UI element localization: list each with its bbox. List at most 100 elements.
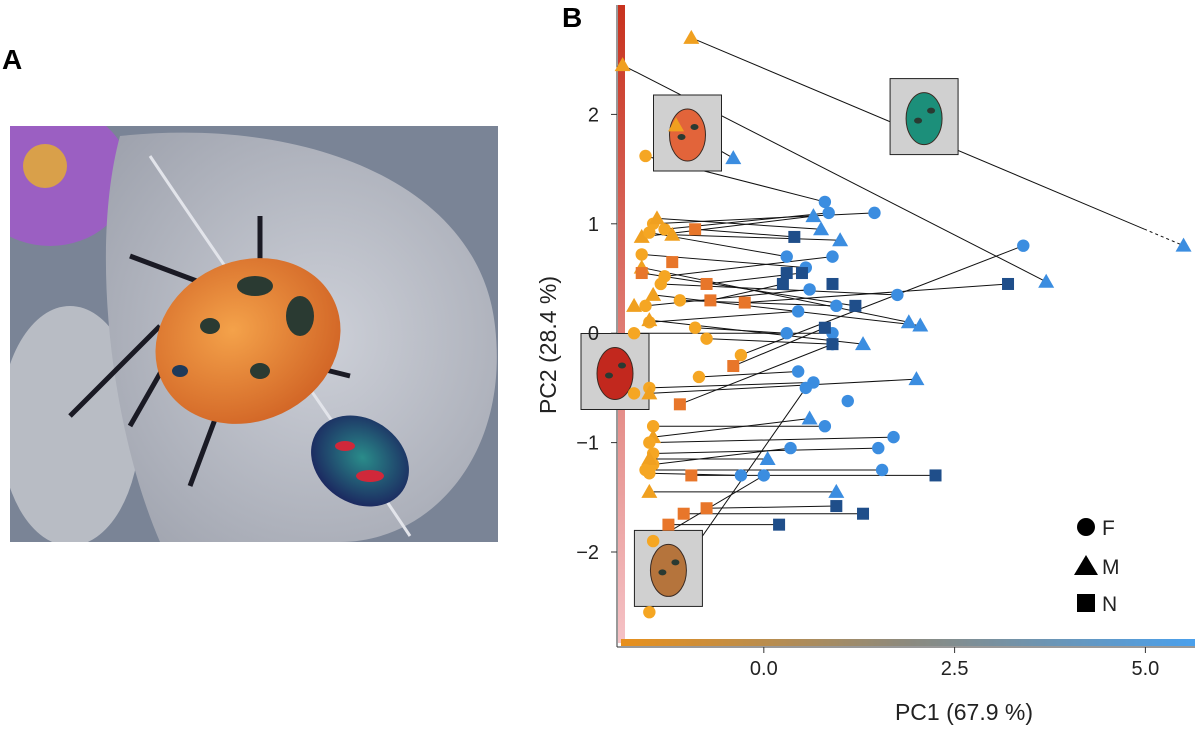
inset-orange-bug-bug-icon [669,108,706,162]
point-blue-square [826,338,839,351]
flower-center [23,144,67,188]
point-blue-circle [868,206,881,220]
point-blue-triangle [912,317,929,332]
point-orange-circle [654,277,667,291]
pair-line [656,217,822,230]
point-blue-circle [784,441,797,455]
point-orange-circle [635,248,648,261]
point-blue-circle [891,288,904,302]
background-leaf [10,306,140,542]
data-points [614,29,1192,619]
point-blue-circle [757,469,771,482]
point-blue-square [826,277,839,290]
plot-axes [616,5,1195,648]
point-blue-circle [887,430,900,444]
point-blue-triangle [813,221,830,236]
point-orange-square [727,360,740,373]
pair-line [653,212,875,225]
point-orange-triangle [641,451,658,466]
point-blue-triangle [725,150,742,165]
point-blue-square [818,321,831,334]
point-blue-circle [818,195,832,209]
legend-triangle-icon [1074,555,1098,575]
point-blue-circle [818,419,832,433]
pair-line-dashed [1143,228,1184,247]
point-orange-circle [627,327,641,340]
blue-bug-body [311,415,409,507]
point-orange-square [673,398,686,411]
point-orange-square [700,502,713,515]
point-orange-triangle [683,29,700,44]
pair-line [649,381,814,389]
inset-blue-bug-spot [927,107,936,114]
pair-line [695,327,787,334]
point-blue-circle [799,381,812,395]
pair-line [649,310,799,323]
point-blue-triangle [832,232,849,247]
point-blue-circle [734,469,748,482]
point-blue-circle [780,250,793,263]
panel-label-a: A [2,44,23,75]
panel-label-b: B [562,2,583,33]
pca-scatter-plot: FMN 0.0 2.5 5.0 −2 −1 0 1 2 PC1 (67.9 %) PC2 (28.… [535,5,1195,725]
point-orange-circle [658,223,671,236]
point-blue-triangle [908,371,925,386]
point-orange-circle [692,370,706,384]
point-blue-triangle [900,314,917,329]
point-orange-square [689,223,702,236]
point-blue-square [795,267,808,280]
inset-blue-bug-spot [914,117,923,124]
point-blue-circle [780,327,793,340]
x-tick-label: 5.0 [1131,658,1159,680]
point-blue-square [780,267,793,280]
point-orange-circle [673,294,687,307]
legend-label: M [1102,556,1120,579]
point-blue-square [776,277,789,290]
point-orange-circle [643,467,656,480]
inset-orange-bug-spot [677,134,686,140]
point-orange-triangle [614,57,631,72]
legend-label: N [1102,593,1117,616]
point-blue-triangle [801,410,818,425]
y-tick-label: 1 [588,214,599,236]
harlequin-bug-photo [10,126,498,542]
pair-line [653,294,921,327]
point-blue-circle [826,250,839,263]
x-tick-label: 0.0 [750,658,778,680]
point-blue-circle [1017,239,1030,252]
point-blue-circle [830,299,843,313]
pair-line [664,256,833,277]
point-blue-square [788,230,801,243]
point-orange-triangle [668,117,685,132]
pair-line [653,418,810,438]
pair-line [733,327,826,367]
point-blue-square [773,518,786,531]
legend-label: F [1102,517,1115,540]
point-orange-triangle [645,286,662,301]
point-blue-triangle [1175,237,1192,252]
point-orange-triangle [641,385,658,400]
bug-insets [580,78,959,607]
legend: FMN [1074,517,1120,616]
pair-line [710,283,784,301]
point-orange-square [700,277,713,290]
legend-circle-icon [1077,518,1095,536]
pair-line [698,370,799,378]
point-orange-circle [646,534,660,548]
point-orange-circle [639,299,652,313]
pair-line [706,505,837,509]
point-orange-square [704,294,717,307]
point-orange-triangle [626,297,643,312]
pair-line [653,447,791,465]
pair-line [695,228,795,238]
point-blue-square [929,469,942,482]
point-orange-square [677,507,690,520]
y-axis-color-bar [618,5,625,643]
point-orange-circle [643,226,656,239]
inset-red-bug-bug-icon [596,346,634,400]
point-orange-triangle [641,483,658,498]
pair-line [706,338,833,345]
pair-line [641,272,856,307]
point-blue-triangle [855,336,872,351]
point-blue-square [857,507,870,520]
